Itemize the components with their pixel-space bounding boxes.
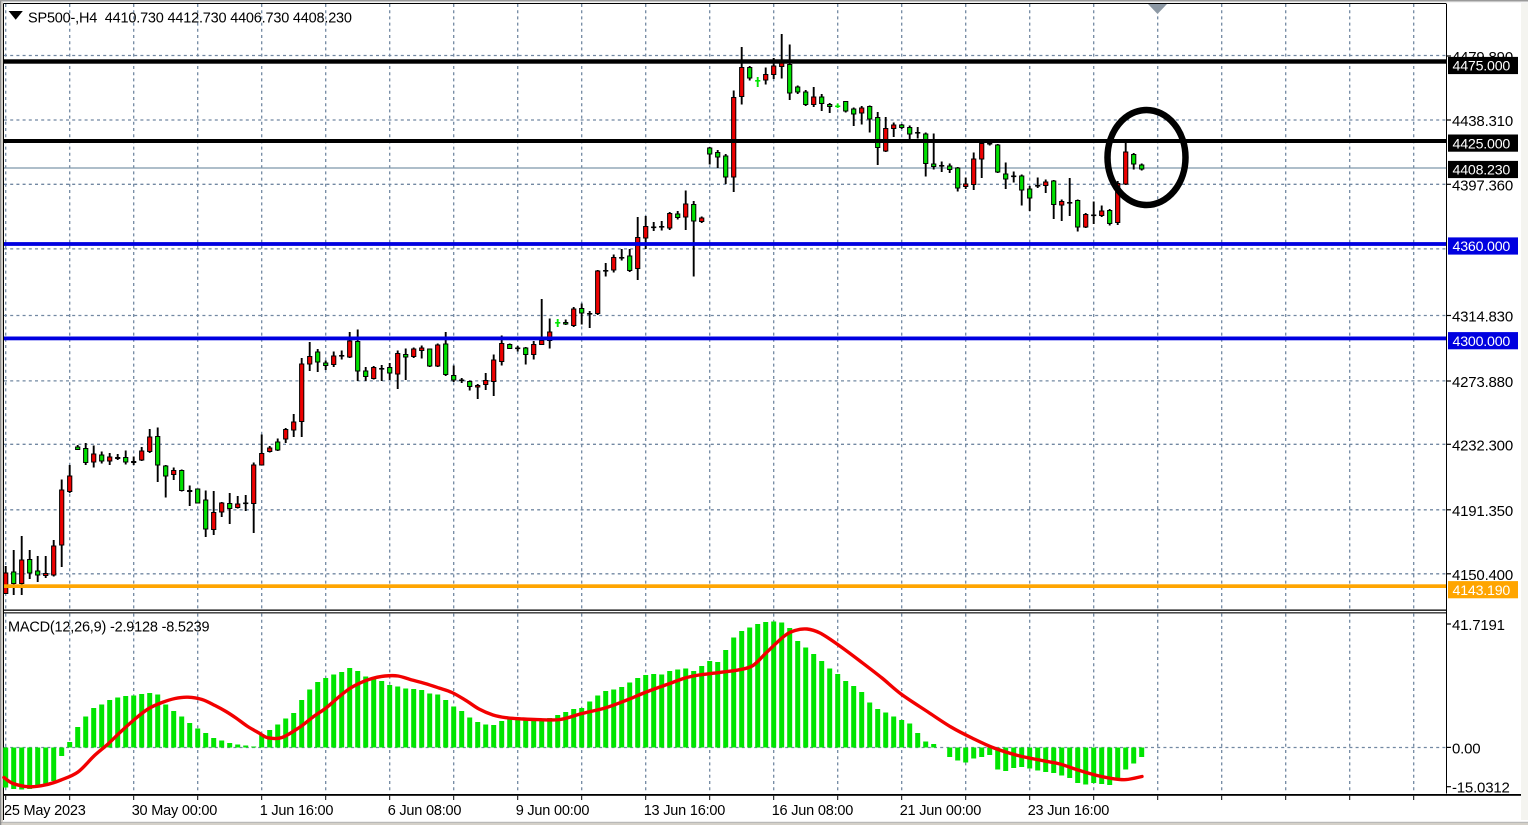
svg-text:0.00: 0.00 xyxy=(1452,740,1480,757)
svg-text:4438.310: 4438.310 xyxy=(1452,113,1513,130)
svg-text:4191.350: 4191.350 xyxy=(1452,503,1513,520)
svg-text:6 Jun 08:00: 6 Jun 08:00 xyxy=(388,803,462,819)
svg-text:1 Jun 16:00: 1 Jun 16:00 xyxy=(260,803,334,819)
svg-text:41.7191: 41.7191 xyxy=(1452,617,1505,634)
svg-text:SP500-,H4 4410.730 4412.730 4: SP500-,H4 4410.730 4412.730 4406.730 440… xyxy=(28,11,352,27)
svg-text:13 Jun 16:00: 13 Jun 16:00 xyxy=(644,803,726,819)
svg-text:4232.300: 4232.300 xyxy=(1452,437,1513,454)
svg-text:4425.000: 4425.000 xyxy=(1453,136,1511,152)
svg-text:4273.880: 4273.880 xyxy=(1452,374,1513,391)
svg-text:9 Jun 00:00: 9 Jun 00:00 xyxy=(516,803,590,819)
svg-text:4360.000: 4360.000 xyxy=(1453,239,1511,255)
svg-text:30 May 00:00: 30 May 00:00 xyxy=(132,803,218,819)
svg-text:4408.230: 4408.230 xyxy=(1453,163,1511,179)
svg-text:4314.830: 4314.830 xyxy=(1452,309,1513,326)
svg-text:4397.360: 4397.360 xyxy=(1452,177,1513,194)
svg-text:25 May 2023: 25 May 2023 xyxy=(4,803,86,819)
svg-text:4150.400: 4150.400 xyxy=(1452,567,1513,584)
svg-text:-15.0312: -15.0312 xyxy=(1452,780,1510,797)
svg-text:16 Jun 08:00: 16 Jun 08:00 xyxy=(772,803,854,819)
svg-text:4300.000: 4300.000 xyxy=(1453,334,1511,350)
svg-text:4143.190: 4143.190 xyxy=(1453,583,1511,599)
svg-text:MACD(12,26,9) -2.9128 -8.5239: MACD(12,26,9) -2.9128 -8.5239 xyxy=(8,620,209,636)
svg-text:21 Jun 00:00: 21 Jun 00:00 xyxy=(900,803,982,819)
svg-text:4475.000: 4475.000 xyxy=(1453,59,1511,75)
svg-text:23 Jun 16:00: 23 Jun 16:00 xyxy=(1028,803,1110,819)
